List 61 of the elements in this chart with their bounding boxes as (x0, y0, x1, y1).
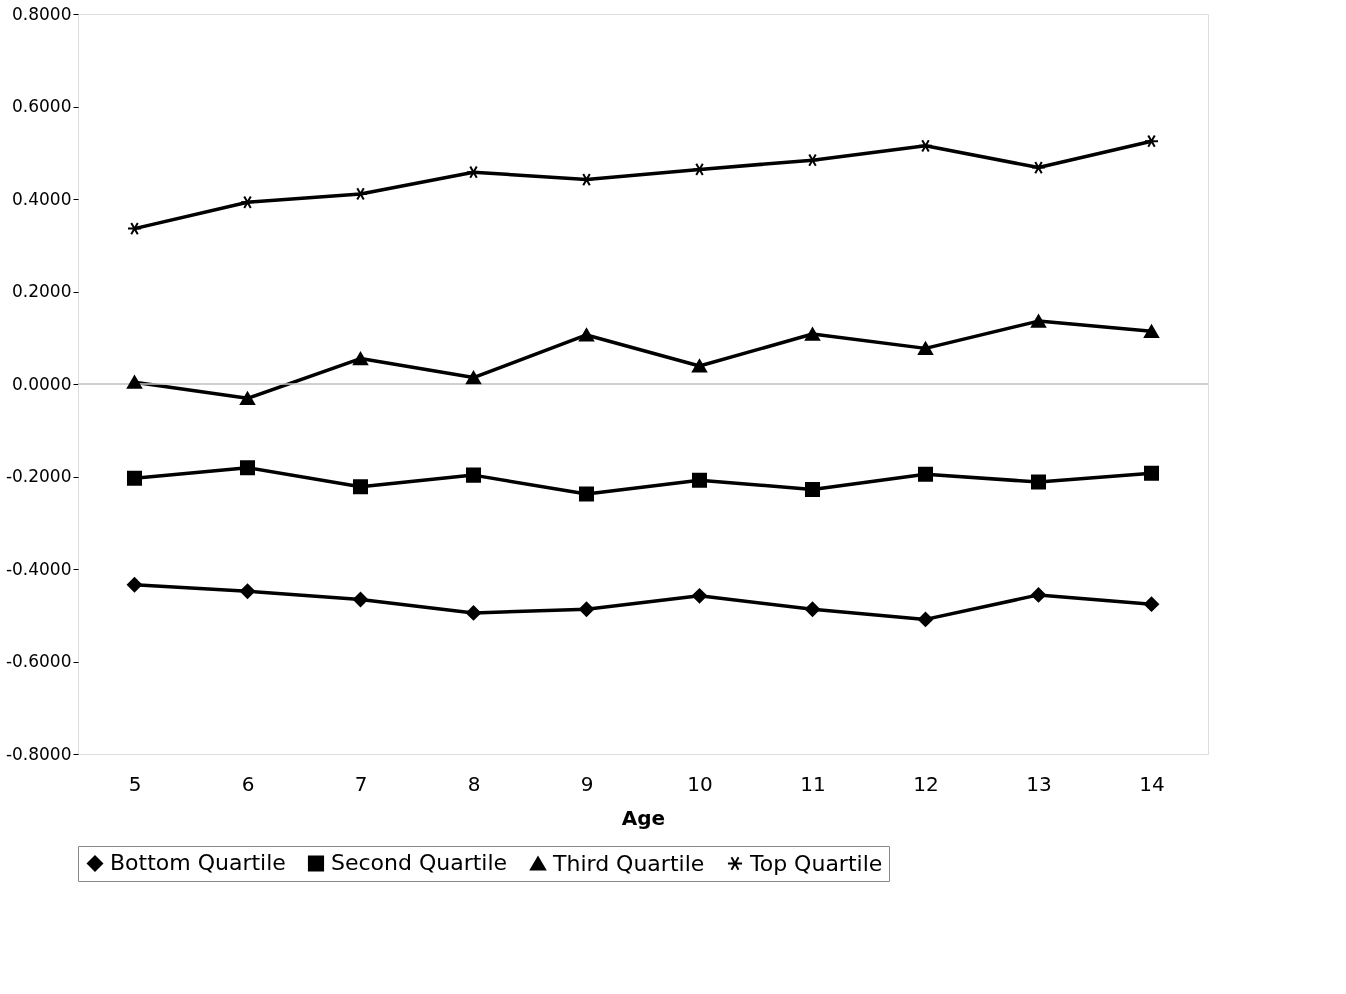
point (1143, 465, 1160, 481)
point (691, 472, 708, 488)
point (126, 470, 143, 486)
point (352, 479, 369, 495)
point (917, 466, 934, 482)
point (578, 172, 595, 187)
legend-label: Bottom Quartile (110, 850, 286, 876)
point (126, 577, 143, 593)
legend-label: Third Quartile (552, 850, 705, 876)
point (1143, 324, 1160, 338)
point (239, 460, 256, 476)
point (1030, 587, 1047, 603)
x-tick-label: 12 (913, 771, 939, 796)
point (1143, 134, 1160, 148)
point (465, 605, 482, 621)
point (691, 588, 708, 604)
point (917, 611, 934, 627)
y-tick-label: 0.4000 (12, 188, 72, 209)
y-tick-label: -0.2000 (5, 466, 72, 486)
point (804, 327, 821, 341)
x-tick-label: 5 (128, 771, 142, 796)
point (126, 375, 143, 389)
point (1030, 314, 1047, 328)
x-axis-title: Age (621, 805, 666, 830)
point (578, 328, 595, 342)
x-tick-label: 6 (241, 771, 255, 796)
y-tick-label: 0.2000 (12, 281, 72, 301)
x-tick-label: 10 (687, 771, 713, 796)
point (804, 601, 821, 617)
y-tick-label: -0.4000 (5, 558, 72, 579)
point (578, 601, 595, 617)
legend-label: Top Quartile (749, 850, 883, 876)
point (239, 391, 256, 405)
point (917, 341, 934, 356)
point (465, 370, 482, 385)
y-tick-label: 0.0000 (12, 373, 72, 394)
point (239, 195, 256, 209)
x-tick-label: 8 (467, 771, 481, 796)
x-tick-label: 9 (580, 771, 594, 796)
point (352, 351, 369, 366)
point (1143, 596, 1160, 612)
point (578, 486, 595, 502)
y-tick-label: 0.6000 (12, 96, 72, 116)
point (352, 592, 369, 608)
legend-label: Second Quartile (331, 850, 508, 876)
x-tick-label: 14 (1139, 771, 1165, 796)
point (917, 139, 934, 153)
x-tick-label: 13 (1026, 771, 1052, 796)
point (126, 221, 143, 236)
point (1030, 160, 1047, 175)
point (804, 481, 821, 497)
y-tick-label: -0.8000 (5, 743, 72, 764)
point (691, 162, 708, 177)
point (691, 359, 708, 373)
y-tick-label: -0.6000 (5, 651, 72, 671)
x-tick-label: 7 (354, 771, 368, 796)
point (465, 467, 482, 483)
point (1030, 474, 1047, 490)
point (239, 583, 256, 599)
x-tick-label: 11 (800, 771, 826, 796)
y-tick-label: 0.8000 (12, 3, 72, 24)
